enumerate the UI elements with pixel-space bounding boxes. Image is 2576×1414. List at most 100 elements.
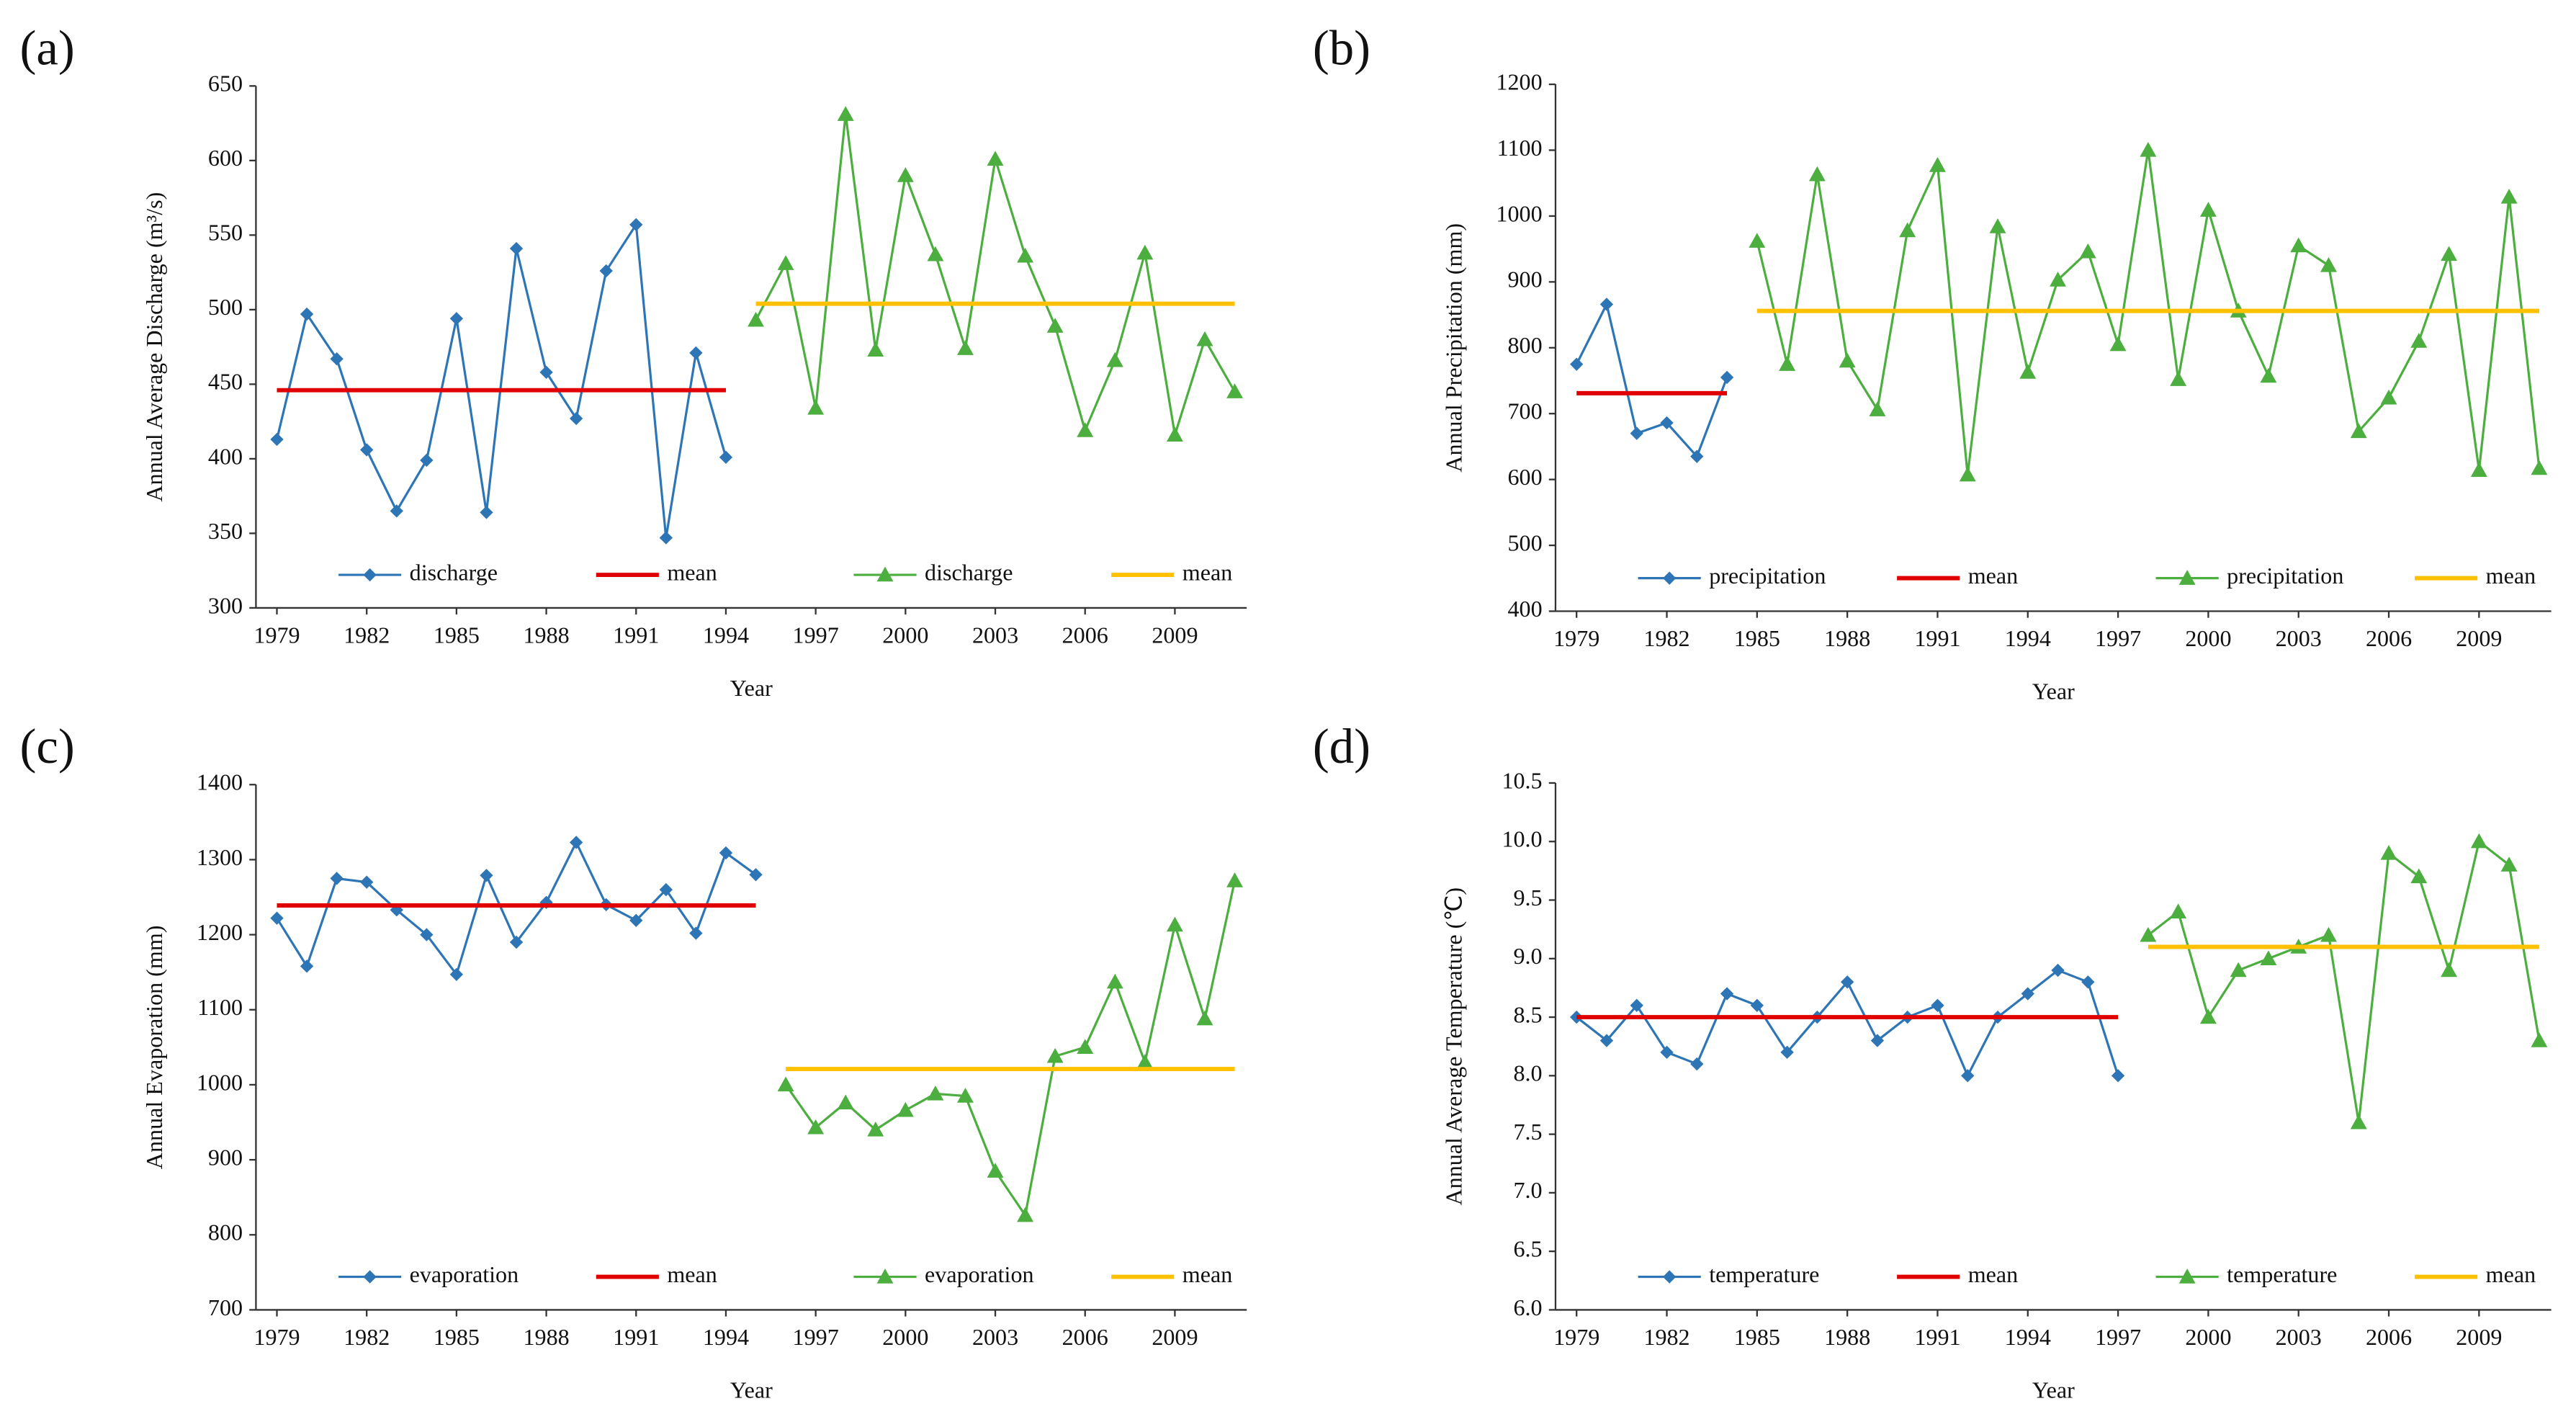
data-point [1630, 998, 1643, 1012]
data-point [300, 959, 314, 973]
data-point [777, 255, 794, 270]
x-tick-label: 2009 [1152, 622, 1198, 648]
data-point [569, 411, 583, 426]
x-tick-label: 2003 [972, 622, 1018, 648]
data-point [1046, 1047, 1064, 1063]
y-tick-label: 400 [208, 443, 243, 469]
x-tick-label: 2003 [972, 1324, 1018, 1350]
series-line [2147, 839, 2541, 1123]
y-tick-label: 8.0 [1513, 1060, 1542, 1086]
x-tick-label: 2006 [2366, 1324, 2412, 1350]
data-point [867, 1121, 884, 1137]
x-tick-label: 1997 [793, 622, 839, 648]
data-point [2230, 962, 2247, 977]
data-point [629, 913, 643, 927]
data-point [480, 869, 493, 882]
data-point [599, 264, 613, 278]
x-tick-label: 1997 [793, 1324, 839, 1350]
data-point [1630, 426, 1643, 440]
data-point [749, 868, 763, 882]
legend-label: mean [1968, 563, 2019, 589]
data-point [1720, 987, 1734, 1001]
data-point [1720, 370, 1734, 385]
data-point [1870, 1034, 1885, 1047]
data-point [2470, 462, 2487, 478]
data-point [2140, 142, 2157, 157]
data-point [2350, 423, 2367, 439]
x-tick-label: 1985 [1734, 625, 1780, 651]
y-axis-title: Annual Average Temperature (℃) [1441, 887, 1467, 1206]
y-tick-label: 900 [208, 1144, 243, 1170]
x-axis-title: Year [730, 1377, 773, 1402]
y-tick-label: 400 [1507, 596, 1542, 622]
data-point [629, 218, 643, 232]
panel-label: (b) [1313, 20, 1370, 75]
data-point [689, 346, 703, 360]
x-tick-label: 1982 [344, 1324, 390, 1350]
y-tick-label: 1200 [1496, 68, 1542, 94]
x-tick-label: 2000 [2185, 1324, 2231, 1350]
y-tick-label: 1400 [197, 769, 243, 795]
chart-panel: 700 800 900 1000 1100 1200 1300 1400 1979 1982 198… [20, 719, 1247, 1402]
data-point [1226, 383, 1244, 398]
data-point [2380, 389, 2397, 405]
y-tick-label: 350 [208, 518, 243, 544]
y-axis-title: Annual Average Discharge (m³/s) [141, 192, 167, 502]
x-axis-title: Year [2032, 679, 2075, 704]
y-tick-label: 300 [208, 592, 243, 618]
legend-label: mean [667, 1261, 717, 1287]
data-point [1599, 297, 1614, 311]
panel-label: (d) [1313, 719, 1370, 774]
y-tick-label: 700 [208, 1294, 243, 1320]
legend-label: mean [2486, 1261, 2536, 1287]
x-axis-title: Year [730, 675, 773, 701]
data-point [1570, 357, 1584, 371]
data-point [1077, 422, 1094, 437]
data-point [2111, 1069, 2125, 1083]
x-tick-label: 1985 [434, 1324, 480, 1350]
x-tick-label: 1994 [703, 622, 749, 648]
data-point [2320, 926, 2337, 942]
data-point [807, 1119, 825, 1135]
data-point [957, 340, 974, 355]
y-tick-label: 1200 [197, 919, 243, 945]
data-point [1077, 1039, 1094, 1055]
y-tick-label: 1100 [1497, 135, 1543, 161]
data-point [1660, 1045, 1674, 1059]
data-point [420, 453, 434, 467]
data-point [2109, 336, 2127, 352]
data-point [1839, 352, 1856, 368]
data-point [719, 846, 733, 860]
data-point [363, 1270, 377, 1284]
data-point [1840, 975, 1854, 989]
data-point [300, 307, 314, 321]
data-point [2500, 188, 2518, 204]
x-tick-label: 1988 [1824, 1324, 1870, 1350]
y-tick-label: 500 [1507, 529, 1542, 555]
y-tick-label: 1100 [197, 994, 243, 1020]
data-point [1166, 916, 1183, 932]
data-point [390, 504, 403, 518]
data-point [837, 1094, 854, 1110]
data-point [1226, 872, 1244, 887]
data-point [957, 1088, 974, 1103]
data-point [1017, 247, 1034, 263]
data-point [1931, 998, 1944, 1012]
data-point [569, 836, 583, 849]
y-tick-label: 600 [1507, 464, 1542, 490]
data-point [2140, 926, 2157, 942]
data-point [2441, 246, 2458, 261]
x-tick-label: 1991 [613, 1324, 659, 1350]
x-tick-label: 1979 [253, 1324, 300, 1350]
data-point [539, 365, 553, 380]
data-point [2531, 1032, 2548, 1047]
data-point [1136, 1054, 1154, 1069]
data-point [2410, 868, 2428, 884]
data-point [2470, 833, 2487, 849]
data-point [876, 566, 894, 582]
y-tick-label: 8.5 [1513, 1001, 1542, 1027]
x-tick-label: 1979 [1553, 625, 1599, 651]
data-point [1046, 318, 1064, 333]
y-tick-label: 900 [1507, 267, 1542, 292]
y-tick-label: 500 [208, 294, 243, 320]
